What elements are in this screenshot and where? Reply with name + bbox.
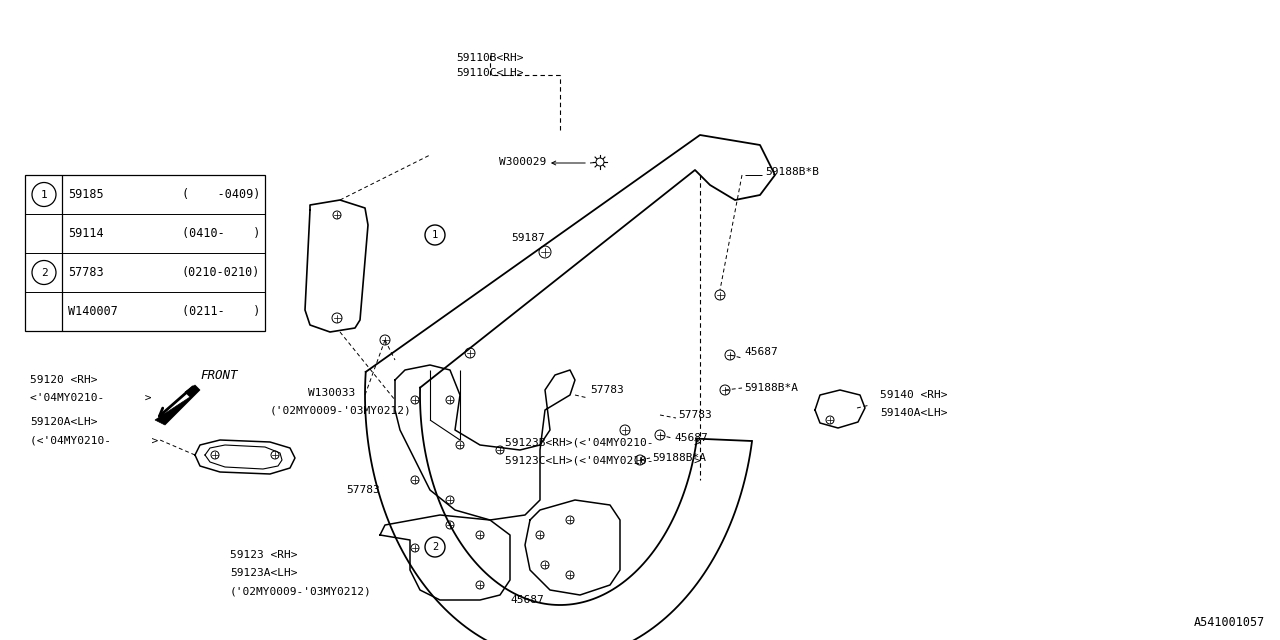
- Text: 1: 1: [431, 230, 438, 240]
- Text: 45687: 45687: [744, 347, 778, 357]
- Text: 59114: 59114: [68, 227, 104, 240]
- Text: 45687: 45687: [509, 595, 544, 605]
- Text: 59110C<LH>: 59110C<LH>: [456, 68, 524, 78]
- Text: 59185: 59185: [68, 188, 104, 201]
- Polygon shape: [155, 385, 200, 425]
- Circle shape: [425, 537, 445, 557]
- Text: 57783: 57783: [346, 485, 380, 495]
- Text: W300029: W300029: [499, 157, 547, 167]
- Text: (    -0409): ( -0409): [182, 188, 260, 201]
- Text: 59123A<LH>: 59123A<LH>: [230, 568, 297, 578]
- Text: (0210-0210): (0210-0210): [182, 266, 260, 279]
- Text: <'04MY0210-      >: <'04MY0210- >: [29, 393, 151, 403]
- Text: W130033: W130033: [308, 388, 356, 398]
- Text: 1: 1: [41, 189, 47, 200]
- Text: (<'04MY0210-      >: (<'04MY0210- >: [29, 435, 159, 445]
- Text: 59140 <RH>: 59140 <RH>: [881, 390, 947, 400]
- Text: 59123C<LH>(<'04MY0210-      >: 59123C<LH>(<'04MY0210- >: [506, 455, 700, 465]
- Text: 57783: 57783: [678, 410, 712, 420]
- Text: 2: 2: [431, 542, 438, 552]
- Text: 59110B<RH>: 59110B<RH>: [456, 53, 524, 63]
- Text: 59188B*A: 59188B*A: [652, 453, 707, 463]
- Text: 59123 <RH>: 59123 <RH>: [230, 550, 297, 560]
- Text: 57783: 57783: [68, 266, 104, 279]
- Text: 59120A<LH>: 59120A<LH>: [29, 417, 97, 427]
- Text: 59187: 59187: [511, 233, 545, 243]
- Text: 59140A<LH>: 59140A<LH>: [881, 408, 947, 418]
- Text: 59123B<RH>(<'04MY0210-      >: 59123B<RH>(<'04MY0210- >: [506, 437, 700, 447]
- Text: W140007: W140007: [68, 305, 118, 318]
- Text: 57783: 57783: [590, 385, 623, 395]
- Text: 59120 <RH>: 59120 <RH>: [29, 375, 97, 385]
- Text: 45687: 45687: [675, 433, 708, 443]
- Text: (0211-    ): (0211- ): [182, 305, 260, 318]
- Text: (0410-    ): (0410- ): [182, 227, 260, 240]
- Text: FRONT: FRONT: [200, 369, 238, 382]
- Circle shape: [596, 158, 604, 166]
- Text: 59188B*A: 59188B*A: [744, 383, 797, 393]
- Text: ('02MY0009-'03MY0212): ('02MY0009-'03MY0212): [270, 405, 412, 415]
- Text: 59188B*B: 59188B*B: [765, 167, 819, 177]
- Text: A541001057: A541001057: [1194, 616, 1265, 628]
- Circle shape: [425, 225, 445, 245]
- Text: ('02MY0009-'03MY0212): ('02MY0009-'03MY0212): [230, 586, 371, 596]
- Text: 2: 2: [41, 268, 47, 278]
- Bar: [26, 175, 265, 331]
